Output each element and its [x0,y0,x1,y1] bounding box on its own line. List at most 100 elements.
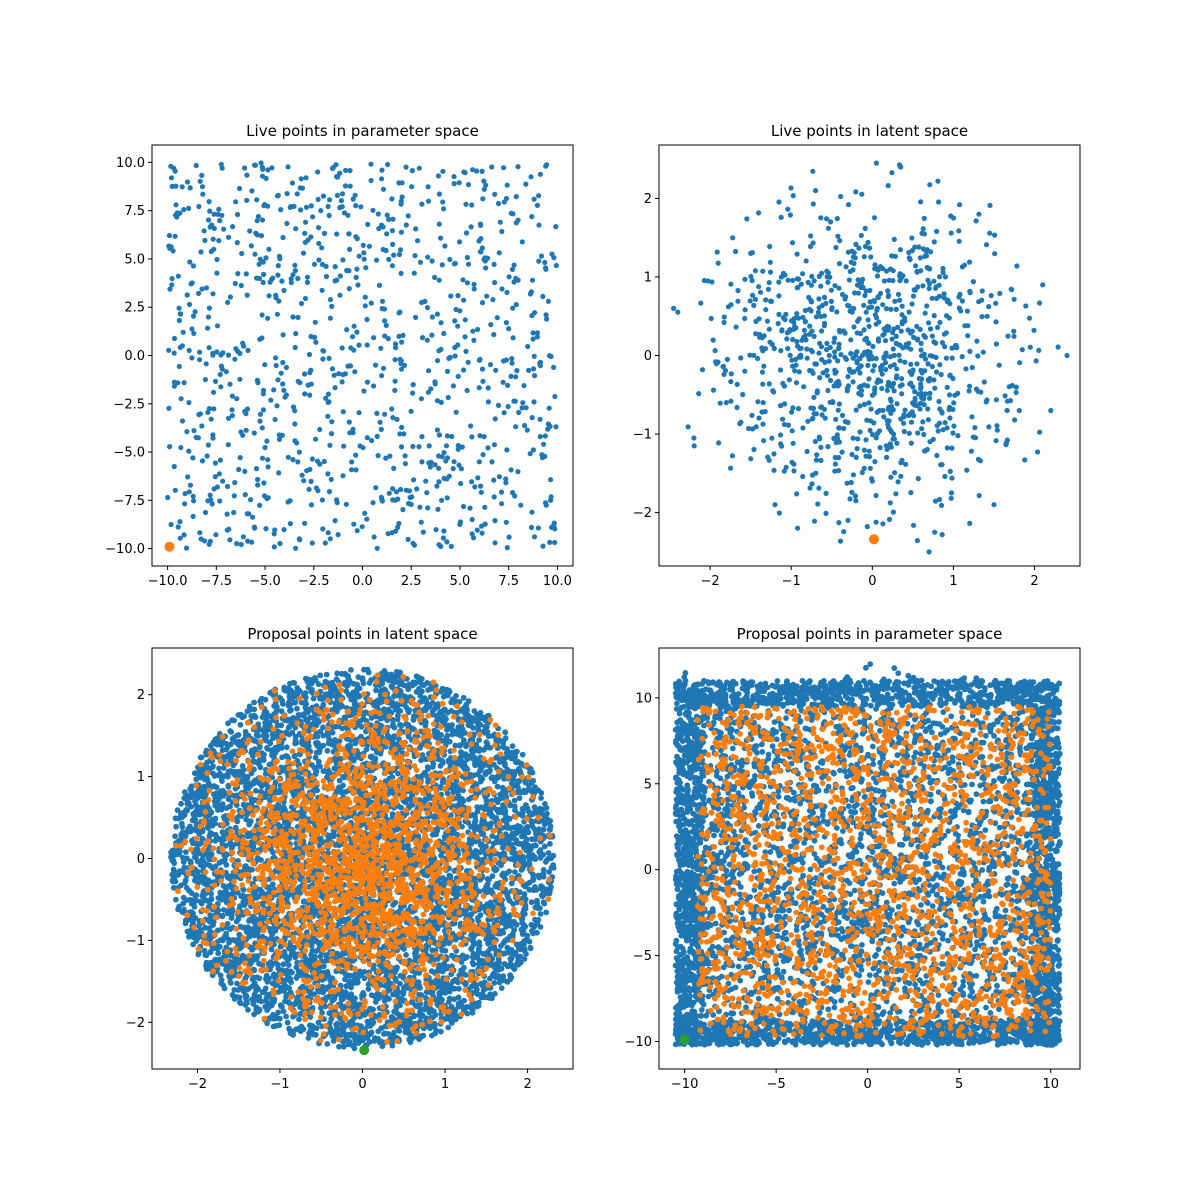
data-point [491,442,497,448]
data-point [290,272,296,278]
data-point [187,259,193,265]
data-point [260,166,266,172]
panel-live-latent: Live points in latent space −2 −1 0 1 2−2−10… [633,122,1081,589]
data-point [396,251,402,258]
data-point [438,543,444,550]
data-point [951,423,957,429]
data-point [927,182,933,188]
data-point [723,400,729,406]
data-point [332,264,338,270]
data-point [463,201,469,207]
data-point [393,345,399,351]
data-point [501,199,507,205]
data-point [449,726,455,733]
data-point [922,310,928,316]
data-point [463,230,470,236]
data-point [979,288,985,294]
data-point [874,307,880,313]
series-0 [671,160,1070,555]
data-point [182,849,189,855]
data-point [238,541,244,548]
data-point [480,452,486,458]
data-point [493,835,500,841]
data-point [171,463,177,470]
data-point [865,339,871,346]
data-point [893,333,899,339]
data-point [329,419,335,425]
data-point [169,282,175,288]
data-point [866,454,873,460]
data-point [816,273,822,279]
data-point [199,172,205,178]
data-point [535,525,542,531]
data-point [278,370,284,376]
data-point [1011,333,1017,339]
data-point [932,385,938,391]
data-point [956,228,962,234]
data-point [948,490,955,496]
data-point [370,207,376,213]
data-point [965,323,971,329]
data-point [959,354,965,360]
x-tick-label: −1 [782,574,801,589]
data-point [187,482,194,488]
data-point [225,442,231,448]
data-point [936,398,942,405]
data-point [1002,393,1008,399]
data-point [219,212,225,218]
data-point [750,292,756,298]
data-point [242,408,248,414]
data-point [1004,407,1010,414]
data-point [675,309,681,315]
data-point [323,395,329,401]
data-point [199,423,205,429]
data-point [890,278,896,284]
data-point [309,456,315,462]
data-point [536,258,542,264]
data-point [398,198,404,204]
data-point [885,183,891,189]
data-point [305,382,311,388]
data-point [339,379,345,385]
data-point [206,199,212,205]
data-point [513,220,519,226]
data-point [795,525,801,531]
data-point [818,457,824,464]
data-point [742,307,748,313]
data-point [206,345,212,351]
data-point [785,345,791,352]
data-point [177,519,183,525]
data-point [787,212,794,218]
data-point [811,518,818,524]
data-point [272,527,278,533]
data-point [752,296,759,302]
data-point [441,475,447,481]
data-point [262,444,268,451]
data-point [187,185,193,191]
data-point [532,373,538,379]
data-point [379,306,385,312]
data-point [457,519,464,525]
data-point [359,524,365,530]
data-point [377,419,383,425]
data-point [434,358,441,364]
data-point [906,309,912,315]
data-point [444,495,450,501]
data-point [175,273,181,279]
y-tick-label: 0.0 [124,349,145,364]
data-point [205,409,211,415]
data-point [854,358,860,364]
data-point [751,302,757,308]
data-point [366,243,372,249]
data-point [873,435,879,441]
data-point [832,349,838,355]
data-point [398,270,404,276]
data-point [924,264,930,271]
data-point [205,314,212,320]
data-point [389,406,395,412]
data-point [701,277,707,284]
data-point [418,396,424,402]
data-point [534,334,541,340]
data-point [382,318,388,324]
data-point [824,268,830,274]
